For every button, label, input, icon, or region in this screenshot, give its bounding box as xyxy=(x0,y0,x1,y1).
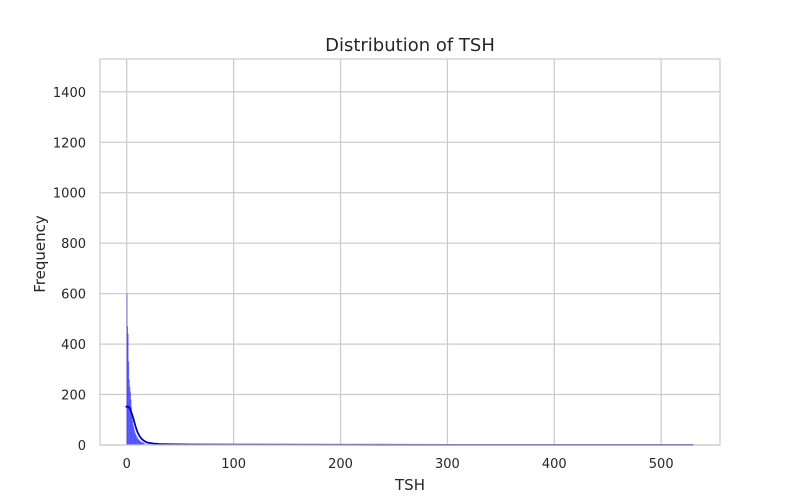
y-tick-label: 1400 xyxy=(53,86,86,101)
x-tick-label: 400 xyxy=(542,457,567,472)
y-tick-label: 1200 xyxy=(53,136,86,151)
y-tick-labels: 0 200 400 600 800 1000 1200 1400 xyxy=(53,86,86,454)
y-tick-label: 1000 xyxy=(53,187,86,202)
y-tick-label: 800 xyxy=(61,237,86,252)
x-tick-label: 300 xyxy=(435,457,460,472)
plot-frame xyxy=(99,58,721,446)
chart-title: Distribution of TSH xyxy=(325,35,495,56)
x-tick-label: 0 xyxy=(123,457,131,472)
x-axis-label: TSH xyxy=(394,476,425,494)
y-axis-label: Frequency xyxy=(31,215,49,293)
y-tick-label: 400 xyxy=(61,338,86,353)
grid-lines xyxy=(100,59,720,446)
x-tick-label: 100 xyxy=(221,457,246,472)
x-tick-label: 500 xyxy=(649,457,674,472)
y-tick-label: 600 xyxy=(61,288,86,303)
y-tick-label: 0 xyxy=(78,439,86,454)
x-tick-labels: 0 100 200 300 400 500 xyxy=(123,457,674,472)
x-tick-label: 200 xyxy=(328,457,353,472)
y-tick-label: 200 xyxy=(61,389,86,404)
